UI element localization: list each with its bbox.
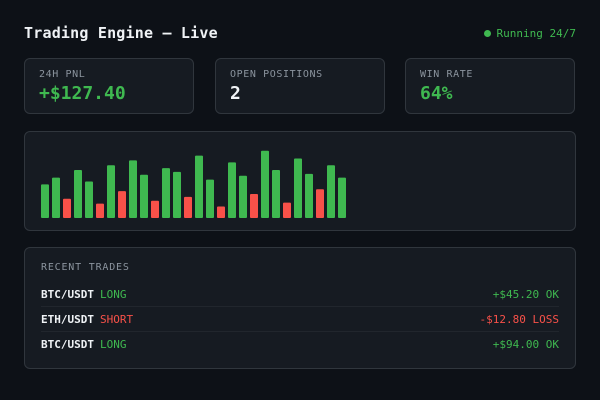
trade-pair: ETH/USDT <box>41 312 94 326</box>
pnl-bar <box>272 170 280 218</box>
pnl-bar <box>162 168 170 218</box>
trade-result: -$12.80 LOSS <box>479 312 559 326</box>
status-dot-icon <box>483 29 491 37</box>
pnl-bar <box>52 177 60 218</box>
page-title: Trading Engine — Live <box>24 24 218 42</box>
recent-trades-panel: RECENT TRADES BTC/USDT LONG +$45.20 OK ET… <box>24 247 576 369</box>
trade-result: +$45.20 OK <box>492 287 559 301</box>
pnl-bar <box>74 170 82 218</box>
stat-label: OPEN POSITIONS <box>230 69 323 80</box>
trade-side: LONG <box>99 287 127 301</box>
pnl-bar <box>261 150 269 218</box>
stat-value: +$127.40 <box>39 83 126 104</box>
pnl-bar <box>85 181 93 218</box>
stat-card-open-positions: OPEN POSITIONS 2 <box>215 58 385 114</box>
pnl-bar <box>118 191 126 218</box>
pnl-bar <box>250 194 258 218</box>
pnl-bar <box>96 203 104 218</box>
bar-chart-canvas <box>41 150 346 218</box>
trade-pair-side: BTC/USDT LONG <box>41 338 126 351</box>
trade-pair-side: BTC/USDT LONG <box>41 288 126 301</box>
pnl-bar <box>228 162 236 218</box>
pnl-bar-chart <box>24 131 576 231</box>
stat-label: 24H PNL <box>39 69 86 80</box>
header: Trading Engine — Live Running 24/7 <box>24 22 576 44</box>
pnl-bar <box>316 189 324 218</box>
pnl-bar <box>151 200 159 218</box>
pnl-bar <box>338 177 346 218</box>
status-indicator: Running 24/7 <box>483 26 576 40</box>
trade-pair: BTC/USDT <box>41 287 94 301</box>
trade-row[interactable]: BTC/USDT LONG +$45.20 OK <box>41 282 559 307</box>
status-label: Running 24/7 <box>496 26 576 40</box>
stat-value: 64% <box>420 83 453 104</box>
trade-side: LONG <box>99 337 127 351</box>
pnl-bar <box>239 175 247 218</box>
pnl-bar <box>140 174 148 218</box>
trade-row[interactable]: ETH/USDT SHORT -$12.80 LOSS <box>41 307 559 332</box>
trade-side: SHORT <box>99 312 134 326</box>
stat-card-win-rate: WIN RATE 64% <box>405 58 575 114</box>
pnl-bar <box>63 198 71 218</box>
stat-card-pnl: 24H PNL +$127.40 <box>24 58 194 114</box>
trade-pair: BTC/USDT <box>41 337 94 351</box>
pnl-bar <box>184 196 192 218</box>
pnl-bar <box>283 202 291 218</box>
pnl-bar <box>107 165 115 218</box>
pnl-bar <box>41 184 49 218</box>
pnl-bar <box>195 155 203 218</box>
pnl-bar <box>206 179 214 218</box>
stat-value: 2 <box>230 83 241 104</box>
pnl-bar <box>327 165 335 218</box>
pnl-bar <box>294 158 302 218</box>
trade-pair-side: ETH/USDT SHORT <box>41 313 133 326</box>
recent-trades-title: RECENT TRADES <box>41 262 130 273</box>
pnl-bar <box>173 171 181 218</box>
pnl-bar <box>129 160 137 218</box>
trade-row[interactable]: BTC/USDT LONG +$94.00 OK <box>41 332 559 356</box>
pnl-bar <box>305 173 313 218</box>
trade-result: +$94.00 OK <box>492 337 559 351</box>
stat-label: WIN RATE <box>420 69 473 80</box>
pnl-bar <box>217 206 225 218</box>
